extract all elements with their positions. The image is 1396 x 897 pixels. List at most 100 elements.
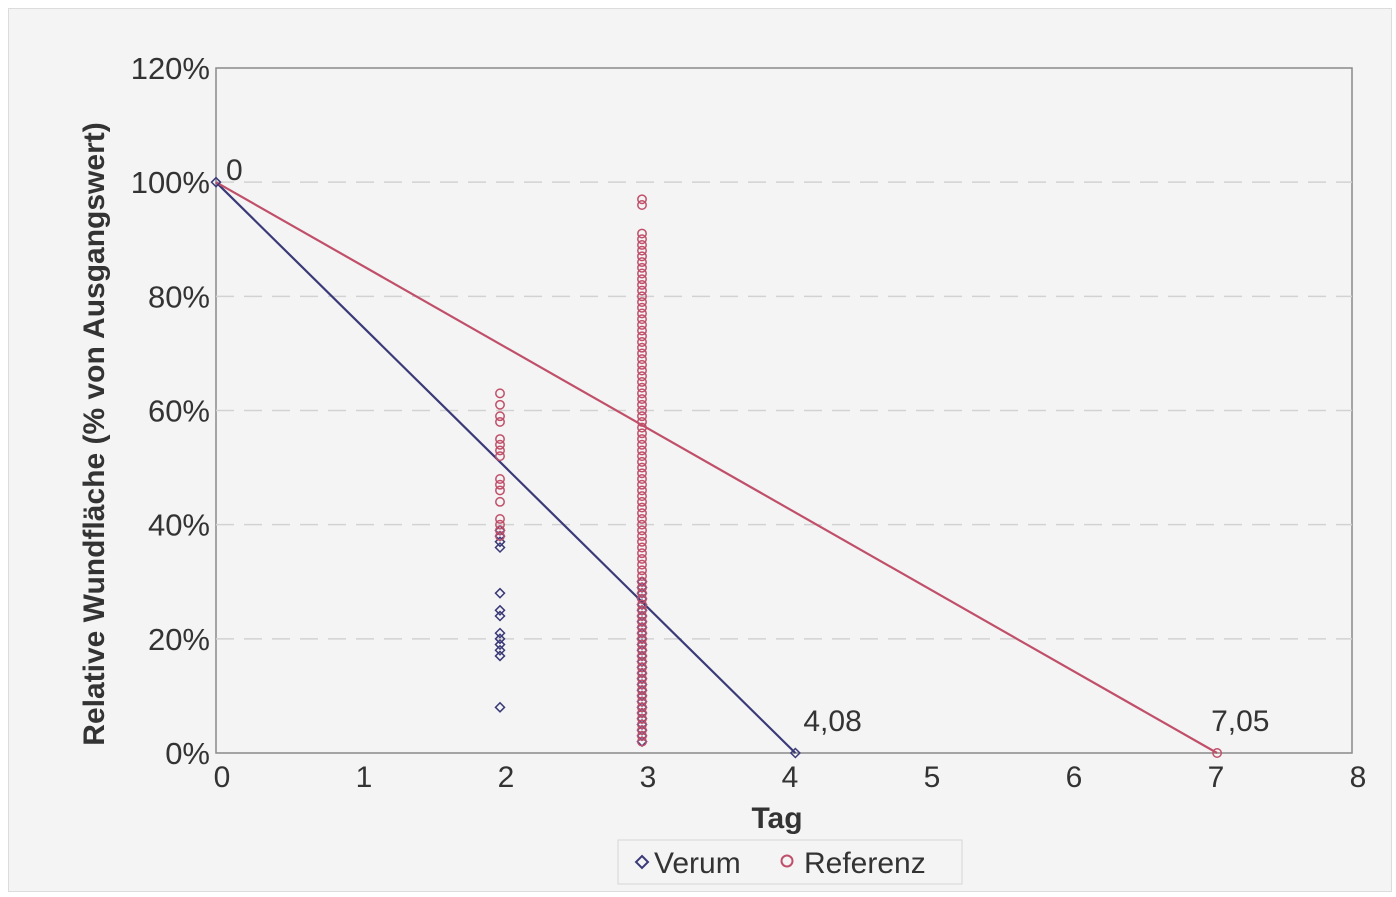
data-point-referenz [637, 434, 647, 444]
data-point-verum [494, 644, 506, 656]
data-point-referenz [637, 542, 647, 553]
data-label: 7,05 [1211, 705, 1269, 738]
data-point-referenz [637, 439, 647, 450]
x-axis-title: Tag [751, 802, 802, 835]
data-point-referenz [495, 474, 505, 484]
fit-line-referenz [215, 181, 1218, 754]
y-tick-label: 120% [131, 51, 210, 86]
data-point-referenz [637, 257, 647, 268]
data-point-referenz [637, 690, 647, 701]
data-point-referenz [637, 228, 647, 239]
data-point-referenz [637, 479, 647, 490]
data-point-referenz [637, 730, 647, 741]
data-point-referenz [637, 736, 647, 747]
data-point-referenz [637, 468, 647, 479]
data-point-referenz [637, 662, 647, 673]
data-point-referenz [637, 679, 647, 690]
data-point-referenz [637, 377, 647, 387]
data-point-referenz [495, 531, 505, 542]
data-point-referenz [637, 382, 647, 393]
data-point-referenz [637, 673, 647, 684]
data-point-referenz [637, 719, 647, 730]
x-tick-label: 1 [356, 761, 373, 794]
data-point-referenz [637, 268, 647, 279]
legend-item-referenz: Referenz [780, 847, 926, 880]
data-point-referenz [637, 337, 647, 347]
y-tick-label: 40% [148, 508, 210, 543]
data-point-referenz [637, 633, 647, 644]
legend-label-verum: Verum [654, 847, 741, 880]
data-point-referenz [637, 508, 647, 519]
data-point-verum [494, 627, 506, 639]
data-point-referenz [637, 445, 647, 456]
data-point-referenz [637, 485, 647, 496]
data-point-referenz [637, 536, 647, 547]
data-point-referenz [495, 416, 505, 427]
data-point-verum [494, 633, 506, 645]
data-point-referenz [637, 279, 647, 290]
data-point-referenz [1212, 748, 1223, 758]
fit-lines [215, 181, 1218, 754]
data-point-referenz [495, 514, 505, 524]
data-point-referenz [637, 456, 647, 467]
data-point-referenz [637, 308, 647, 319]
data-point-referenz [637, 588, 647, 599]
data-point-referenz [637, 708, 647, 718]
data-point-referenz [495, 399, 505, 410]
data-point-verum [494, 610, 506, 622]
data-point-referenz [637, 491, 647, 502]
data-point-referenz [495, 479, 505, 490]
data-label: 0 [226, 154, 243, 187]
data-point-referenz [637, 576, 647, 587]
annotations: 0 4,08 7,05 [226, 154, 1269, 738]
data-point-referenz [637, 325, 647, 336]
legend: Verum Referenz [617, 839, 963, 885]
data-point-referenz [637, 593, 647, 604]
data-point-referenz [637, 411, 647, 422]
x-tick-label: 0 [214, 761, 231, 794]
legend-box [617, 839, 963, 885]
x-tick-label: 6 [1066, 761, 1083, 794]
data-point-referenz [637, 531, 647, 542]
data-point-verum [494, 536, 506, 548]
data-point-referenz [637, 496, 647, 507]
y-tick-label: 80% [148, 279, 210, 314]
data-point-verum [494, 638, 506, 651]
data-point-referenz [637, 194, 647, 205]
data-point-referenz [637, 656, 647, 667]
data-point-referenz [637, 559, 647, 570]
data-point-referenz [637, 611, 647, 621]
data-point-referenz [637, 348, 647, 359]
legend-label-referenz: Referenz [804, 847, 926, 880]
data-point-referenz [637, 571, 647, 581]
data-point-referenz [495, 439, 505, 450]
data-point-referenz [637, 331, 647, 342]
data-point-referenz [637, 651, 647, 661]
data-point-referenz [637, 285, 647, 296]
data-point-referenz [637, 565, 647, 576]
data-point-referenz [637, 428, 647, 439]
data-point-referenz [637, 251, 647, 262]
gridlines [216, 181, 1352, 640]
data-point-referenz [495, 388, 505, 399]
data-point-referenz [495, 519, 505, 530]
data-point-referenz [637, 605, 647, 616]
data-point-referenz [637, 702, 647, 713]
data-point-referenz [495, 496, 505, 507]
data-point-referenz [495, 485, 505, 496]
legend-item-verum: Verum [634, 847, 741, 880]
data-label: 4,08 [803, 705, 861, 738]
data-point-verum [494, 650, 506, 662]
data-point-referenz [637, 668, 647, 679]
data-point-referenz [637, 399, 647, 410]
y-axis-ticks: 0% 20% 40% 60% 80% 100% 120% [131, 51, 210, 771]
x-tick-label: 5 [924, 761, 941, 794]
data-point-referenz [495, 451, 505, 462]
data-point-referenz [637, 240, 647, 250]
data-point-referenz [637, 388, 647, 399]
data-point-referenz [637, 462, 647, 473]
data-point-referenz [495, 525, 505, 536]
data-point-referenz [637, 451, 647, 462]
data-point-referenz [637, 297, 647, 307]
